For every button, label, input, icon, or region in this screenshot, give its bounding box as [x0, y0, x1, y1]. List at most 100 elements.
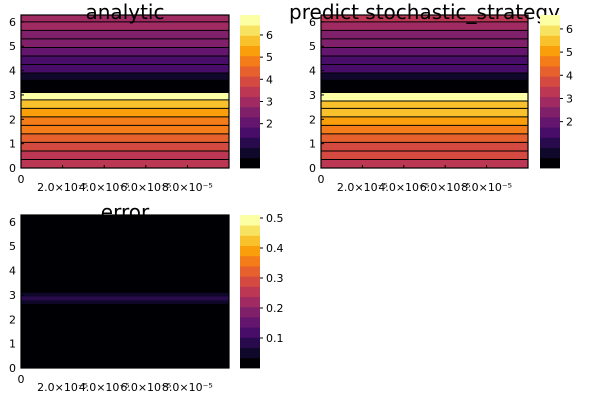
colorbar-level	[240, 96, 260, 108]
heatmap-band	[21, 142, 229, 152]
y-tick-label: 1	[9, 138, 16, 151]
colorbar-level	[240, 296, 260, 308]
heatmap-band	[21, 125, 229, 135]
colorbar-level	[240, 327, 260, 338]
heatmap-band	[21, 108, 229, 118]
chart-panel: 0 1 2 3 4 5 6 0 2.0×10⁻⁵4.0×10⁻⁵6.0×10⁻⁵8.0×10⁻⁵…	[9, 0, 273, 194]
contour-lines	[321, 21, 528, 160]
colorbar: 0.1 0.2 0.3 0.4 0.5	[240, 212, 284, 369]
heatmap-bands	[21, 15, 229, 169]
x-tick-label: 8.0×10⁻⁵	[461, 181, 512, 194]
heatmap-band	[321, 47, 528, 57]
y-tick-label: 5	[9, 240, 16, 253]
y-tick-label: 2	[9, 113, 16, 126]
colorbar-level	[240, 45, 260, 57]
heatmap-band	[21, 38, 229, 48]
heatmap-band	[21, 282, 229, 293]
chart-title: analytic	[86, 0, 165, 24]
heatmap-band	[321, 108, 528, 118]
heatmap-band	[21, 303, 229, 308]
heatmap-band	[21, 299, 229, 304]
chart-panel: 0 1 2 3 4 5 6 0 2.0×10⁻⁵4.0×10⁻⁵6.0×10⁻⁵8.0×10⁻⁵…	[289, 0, 573, 194]
colorbar-level	[240, 286, 260, 297]
heatmap-band	[21, 80, 229, 93]
heatmap-band	[321, 125, 528, 135]
contour-lines	[21, 21, 229, 160]
x-tick-label: 0	[318, 173, 325, 186]
heatmap-band	[21, 55, 229, 65]
colorbar-level	[240, 147, 260, 159]
colorbar-level	[240, 15, 260, 26]
colorbar-tick-label: 6	[566, 23, 573, 36]
x-tick-label: 4.0×10⁻⁵	[79, 381, 130, 394]
heatmap-band	[321, 116, 528, 126]
heatmap-band	[21, 150, 229, 160]
heatmap-band	[321, 64, 528, 74]
colorbar-tick-label: 6	[266, 29, 273, 42]
colorbar-level	[240, 117, 260, 128]
y-tick-label: 3	[9, 89, 16, 102]
heatmap-band	[321, 92, 528, 102]
y-tick-label: 3	[309, 89, 316, 102]
heatmap-band	[21, 307, 229, 369]
heatmap-band	[321, 73, 528, 81]
heatmap-band	[21, 64, 229, 74]
x-tick-label: 0	[18, 173, 25, 186]
x-tick-label: 2.0×10⁻⁵	[37, 181, 88, 194]
colorbar-level	[240, 86, 260, 97]
heatmap-band	[21, 276, 229, 284]
x-tick-label: 2.0×10⁻⁵	[337, 181, 388, 194]
y-tick-label: 6	[9, 216, 16, 229]
colorbar-level	[540, 76, 560, 87]
y-tick-label: 3	[9, 289, 16, 302]
y-tick-label: 1	[309, 138, 316, 151]
colorbar-level	[540, 35, 560, 46]
colorbar-level	[240, 137, 260, 148]
colorbar-level	[540, 45, 560, 57]
heatmap-band	[21, 21, 229, 31]
colorbar-level	[540, 117, 560, 128]
colorbar-level	[240, 55, 260, 67]
colorbar-level	[240, 245, 260, 257]
colorbar-level	[240, 306, 260, 318]
heatmap-band	[21, 47, 229, 57]
heatmap-band	[321, 15, 528, 23]
plot-frame	[320, 14, 529, 169]
colorbar-tick-label: 4	[566, 69, 573, 82]
colorbar-level	[540, 25, 560, 36]
colorbar-level	[240, 35, 260, 46]
colorbar-level	[240, 357, 260, 369]
y-tick-label: 2	[9, 313, 16, 326]
heatmap-band	[21, 92, 229, 101]
y-tick-label: 6	[9, 16, 16, 29]
heatmap-band	[21, 15, 229, 23]
colorbar-level	[240, 225, 260, 236]
colorbar-level	[240, 276, 260, 287]
colorbar-level	[540, 55, 560, 67]
heatmap-band	[21, 271, 229, 278]
colorbar-tick-label: 5	[566, 46, 573, 59]
heatmap-band	[21, 215, 229, 267]
x-tick-label: 8.0×10⁻⁵	[162, 181, 213, 194]
y-tick-label: 5	[309, 40, 316, 53]
y-tick-label: 4	[9, 265, 16, 278]
colorbar-tick-label: 4	[266, 73, 273, 86]
y-tick-label: 6	[309, 16, 316, 29]
colorbar-tick-label: 3	[566, 92, 573, 105]
heatmap-band	[21, 292, 229, 297]
colorbar-level	[240, 337, 260, 348]
colorbar-tick-label: 0.4	[266, 242, 284, 255]
colorbar-level	[540, 147, 560, 159]
colorbar-tick-label: 5	[266, 51, 273, 64]
colorbar-level	[240, 215, 260, 226]
colorbar-level	[240, 255, 260, 267]
colorbar-tick-label: 2	[266, 118, 273, 131]
colorbar-level	[240, 347, 260, 359]
x-tick-label: 6.0×10⁻⁵	[420, 181, 471, 194]
colorbar-level	[240, 235, 260, 246]
colorbar-tick-label: 0.5	[266, 212, 284, 225]
colorbar-level	[540, 66, 560, 77]
colorbar-level	[540, 127, 560, 138]
heatmap-bands	[21, 215, 229, 369]
